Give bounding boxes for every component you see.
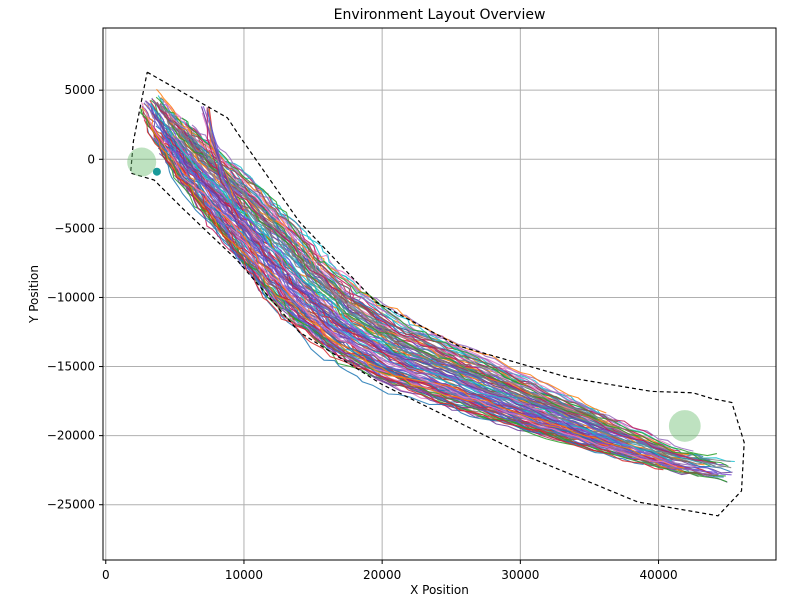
trajectory-line xyxy=(143,102,718,473)
y-tick-label: 5000 xyxy=(64,83,95,97)
trajectory-line xyxy=(166,120,726,468)
trajectory-line xyxy=(158,112,659,450)
trajectory-line xyxy=(163,100,596,411)
x-tick-label: 0 xyxy=(102,568,110,582)
trajectory-line xyxy=(151,112,590,436)
y-axis-ticks: 5000 0 −5000 −10000 −15000 −20000 −25000 xyxy=(47,83,103,512)
trajectory-line xyxy=(146,128,644,465)
trajectory-line xyxy=(181,117,718,457)
point-marker xyxy=(152,167,161,176)
x-tick-label: 10000 xyxy=(225,568,263,582)
trajectory-branch-line xyxy=(201,106,243,209)
trajectory-line xyxy=(191,124,621,427)
trajectory-line xyxy=(155,102,604,424)
trajectory-line xyxy=(165,145,598,445)
x-tick-label: 20000 xyxy=(363,568,401,582)
trajectory-lines xyxy=(139,88,735,483)
y-tick-label: 0 xyxy=(87,152,95,166)
trajectory-line xyxy=(173,114,671,446)
y-tick-label: −15000 xyxy=(47,360,95,374)
trajectory-line xyxy=(144,100,675,463)
x-axis-label: X Position xyxy=(410,583,469,597)
zone-circle xyxy=(127,147,157,177)
plot-frame xyxy=(102,27,777,561)
zone-circles xyxy=(127,147,701,442)
trajectory-line xyxy=(150,103,673,462)
x-axis-ticks: 0 10000 20000 30000 40000 xyxy=(102,560,678,582)
x-tick-label: 30000 xyxy=(501,568,539,582)
y-tick-label: −10000 xyxy=(47,290,95,304)
y-tick-label: −5000 xyxy=(54,221,95,235)
trajectory-line xyxy=(153,131,718,476)
boundary-polygon xyxy=(129,71,745,517)
zone-circle xyxy=(668,410,701,442)
chart-title: Environment Layout Overview xyxy=(334,7,546,23)
environment-boundary xyxy=(129,71,745,517)
trajectory-line xyxy=(190,130,619,423)
trajectory-line xyxy=(139,108,574,441)
y-tick-label: −20000 xyxy=(47,429,95,443)
trajectory-line xyxy=(179,117,622,423)
trajectory-line xyxy=(151,98,581,418)
trajectory-line xyxy=(141,102,678,468)
trajectory-line xyxy=(143,119,664,471)
x-tick-label: 40000 xyxy=(639,568,677,582)
y-axis-label: Y Position xyxy=(27,265,41,324)
y-tick-label: −25000 xyxy=(47,498,95,512)
